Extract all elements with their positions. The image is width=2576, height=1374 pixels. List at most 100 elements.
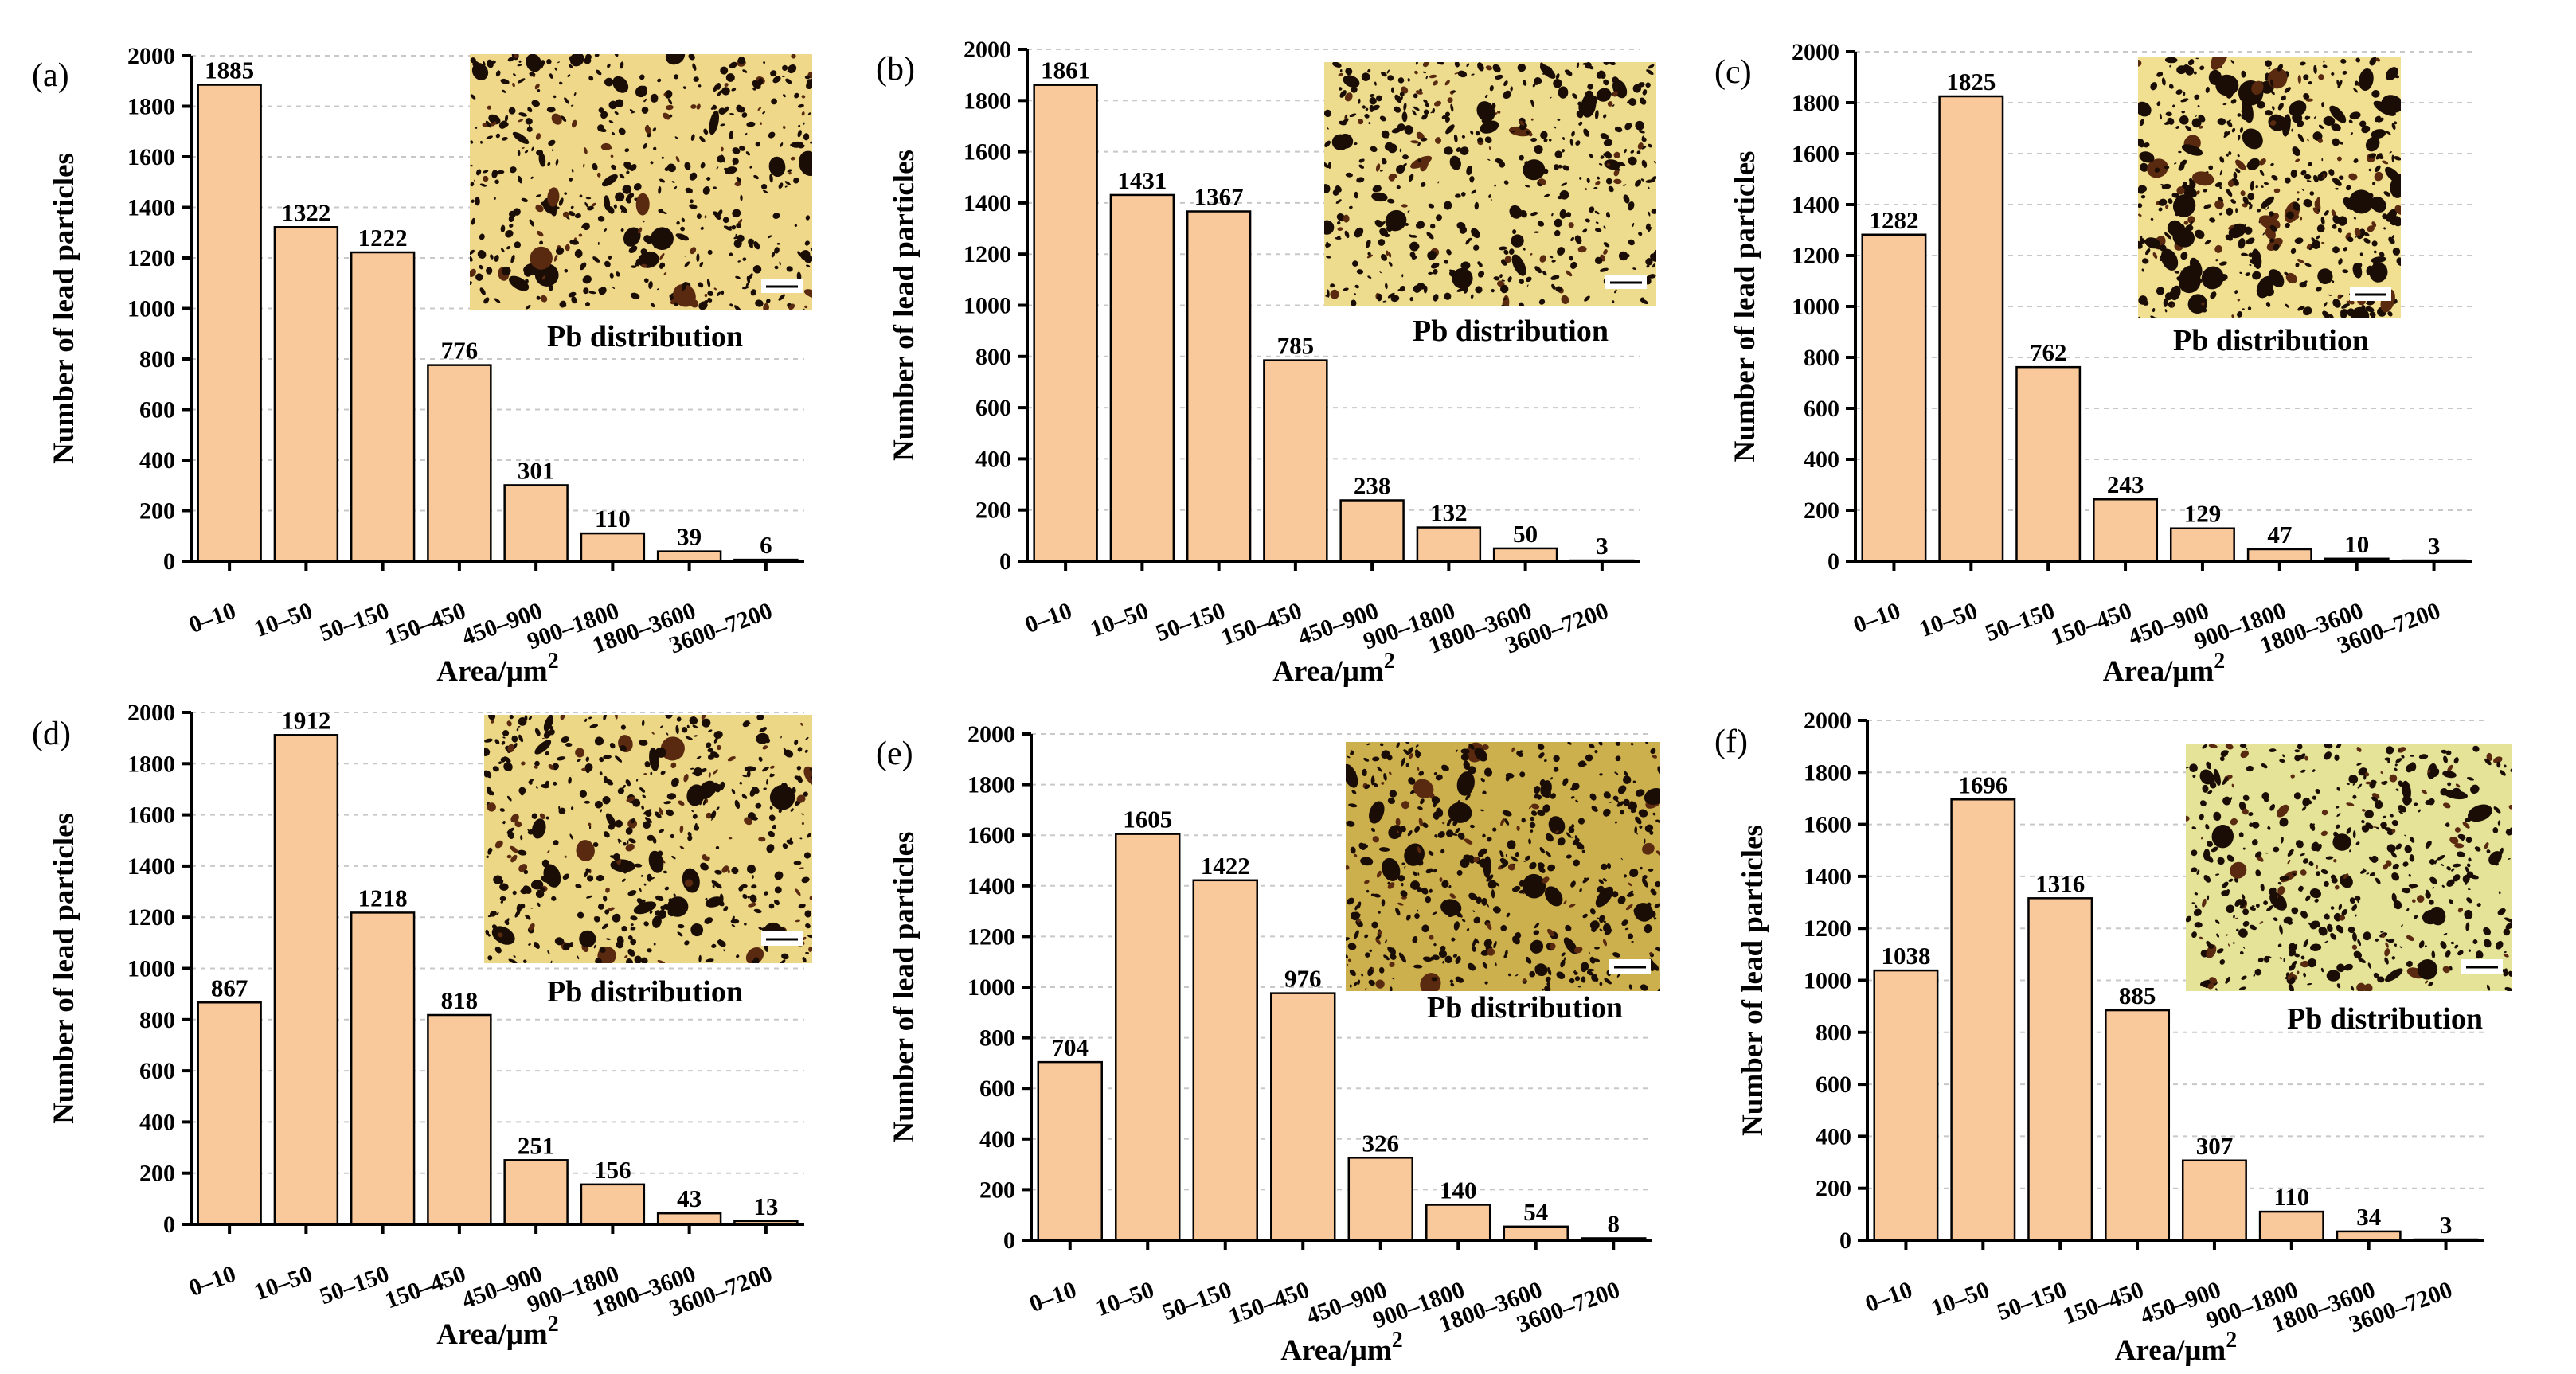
panel-a: 0 200 400 600 800 1000 1200 1400 1600 1800 2000 188… xyxy=(32,43,812,688)
data-label: 1316 xyxy=(2035,869,2085,897)
data-label: 39 xyxy=(677,523,702,551)
y-tick-label: 0 xyxy=(163,1212,175,1238)
x-tick-label: 150–450 xyxy=(2048,598,2136,651)
y-tick-label: 1800 xyxy=(967,772,1015,798)
panel-letter: (e) xyxy=(876,736,913,772)
data-label: 10 xyxy=(2344,530,2369,558)
y-tick-label: 1600 xyxy=(127,802,175,829)
x-tick-label: 0–10 xyxy=(1862,1277,1916,1318)
y-tick-label: 1000 xyxy=(1792,294,1839,320)
panel-letter: (d) xyxy=(32,716,71,752)
y-axis-title: Number of lead particles xyxy=(48,813,80,1124)
bar xyxy=(580,1183,646,1226)
y-tick-label: 600 xyxy=(139,1058,175,1084)
panel-d: 0 200 400 600 800 1000 1200 1400 1600 1800 2000 867… xyxy=(32,700,812,1351)
x-axis-title-sup: 2 xyxy=(1384,649,1395,673)
micrograph-image xyxy=(2138,57,2401,318)
y-tick-label: 200 xyxy=(139,1161,175,1187)
y-tick-label: 1200 xyxy=(1792,243,1839,269)
bar xyxy=(1033,84,1098,563)
data-label: 1218 xyxy=(358,884,408,911)
bar xyxy=(1263,359,1328,563)
y-tick-label: 1400 xyxy=(127,853,175,880)
bar xyxy=(2015,365,2082,563)
data-label: 140 xyxy=(1440,1176,1477,1204)
micrograph-particles xyxy=(1324,62,1656,306)
y-tick-label: 1000 xyxy=(1804,968,1851,994)
y-tick-label: 200 xyxy=(139,498,175,525)
y-tick-label: 1800 xyxy=(127,751,175,777)
data-label: 13 xyxy=(753,1192,778,1220)
x-axis-title-text: Area/μm xyxy=(1272,655,1384,688)
micrograph-particles xyxy=(2186,744,2512,991)
x-tick-label: 10–50 xyxy=(1928,1277,1993,1322)
y-tick-label: 600 xyxy=(1816,1071,1851,1098)
y-tick-label: 1200 xyxy=(964,241,1011,267)
data-label: 1912 xyxy=(281,706,330,734)
y-tick-label: 2000 xyxy=(1792,39,1839,65)
inset-label: Pb distribution xyxy=(1427,991,1623,1025)
y-tick-label: 400 xyxy=(1816,1123,1851,1150)
micrograph-image xyxy=(1346,742,1660,991)
micrograph-image xyxy=(2186,744,2512,991)
y-tick-label: 1200 xyxy=(127,904,175,931)
y-axis-title: Number of lead particles xyxy=(1737,825,1769,1136)
x-tick-label: 10–50 xyxy=(251,1261,316,1306)
y-tick-label: 1600 xyxy=(967,822,1015,849)
bar xyxy=(1270,992,1336,1242)
bar xyxy=(2093,498,2159,563)
data-label: 8 xyxy=(1608,1209,1620,1237)
data-label: 776 xyxy=(441,337,479,365)
data-label: 1885 xyxy=(205,57,254,84)
bar xyxy=(1950,798,2016,1242)
y-tick-label: 1400 xyxy=(964,190,1011,217)
bar xyxy=(503,1159,569,1226)
data-label: 885 xyxy=(2119,982,2156,1009)
data-label: 47 xyxy=(2267,521,2292,548)
y-tick-label: 800 xyxy=(1804,345,1839,371)
data-label: 54 xyxy=(1523,1198,1548,1226)
x-tick-label: 0–10 xyxy=(1022,598,1076,639)
x-tick-label: 50–150 xyxy=(316,1261,393,1310)
x-axis-title-sup: 2 xyxy=(2214,649,2225,673)
data-label: 1367 xyxy=(1194,183,1244,211)
y-tick-label: 800 xyxy=(975,344,1011,370)
x-tick-label: 150–450 xyxy=(2060,1277,2148,1330)
bar xyxy=(1037,1060,1103,1242)
y-tick-label: 2000 xyxy=(127,43,175,69)
bar xyxy=(350,251,416,563)
data-label: 50 xyxy=(1513,520,1538,548)
x-axis-title-text: Area/μm xyxy=(2103,655,2214,688)
bar xyxy=(197,84,262,563)
data-label: 129 xyxy=(2184,500,2222,528)
y-tick-label: 1800 xyxy=(964,88,1011,114)
x-tick-label: 50–150 xyxy=(1994,1277,2070,1326)
y-tick-label: 1000 xyxy=(127,956,175,982)
y-tick-label: 1400 xyxy=(967,873,1015,900)
y-tick-label: 1800 xyxy=(1792,90,1839,116)
y-tick-label: 1600 xyxy=(127,144,175,170)
bar xyxy=(1347,1157,1413,1242)
y-tick-label: 200 xyxy=(979,1177,1015,1203)
y-tick-label: 1200 xyxy=(967,923,1015,950)
panel-letter: (b) xyxy=(876,51,915,88)
y-tick-label: 2000 xyxy=(964,37,1011,63)
data-label: 1422 xyxy=(1201,852,1250,880)
y-tick-label: 600 xyxy=(139,397,175,424)
y-tick-label: 1800 xyxy=(127,94,175,120)
y-tick-label: 200 xyxy=(1816,1176,1851,1202)
panel-c: 0 200 400 600 800 1000 1200 1400 1600 1800 2000 128… xyxy=(1714,39,2472,688)
bar xyxy=(197,1001,262,1226)
y-tick-label: 1000 xyxy=(967,974,1015,1001)
data-label: 43 xyxy=(677,1185,702,1212)
y-tick-label: 400 xyxy=(975,446,1011,472)
x-axis-title: Area/μm2 xyxy=(436,1312,558,1351)
data-label: 6 xyxy=(760,531,772,559)
data-label: 1696 xyxy=(1958,771,2007,798)
data-label: 3 xyxy=(2440,1211,2453,1239)
data-label: 704 xyxy=(1052,1033,1089,1061)
y-tick-label: 1200 xyxy=(127,245,175,271)
data-label: 1038 xyxy=(1881,942,1930,970)
